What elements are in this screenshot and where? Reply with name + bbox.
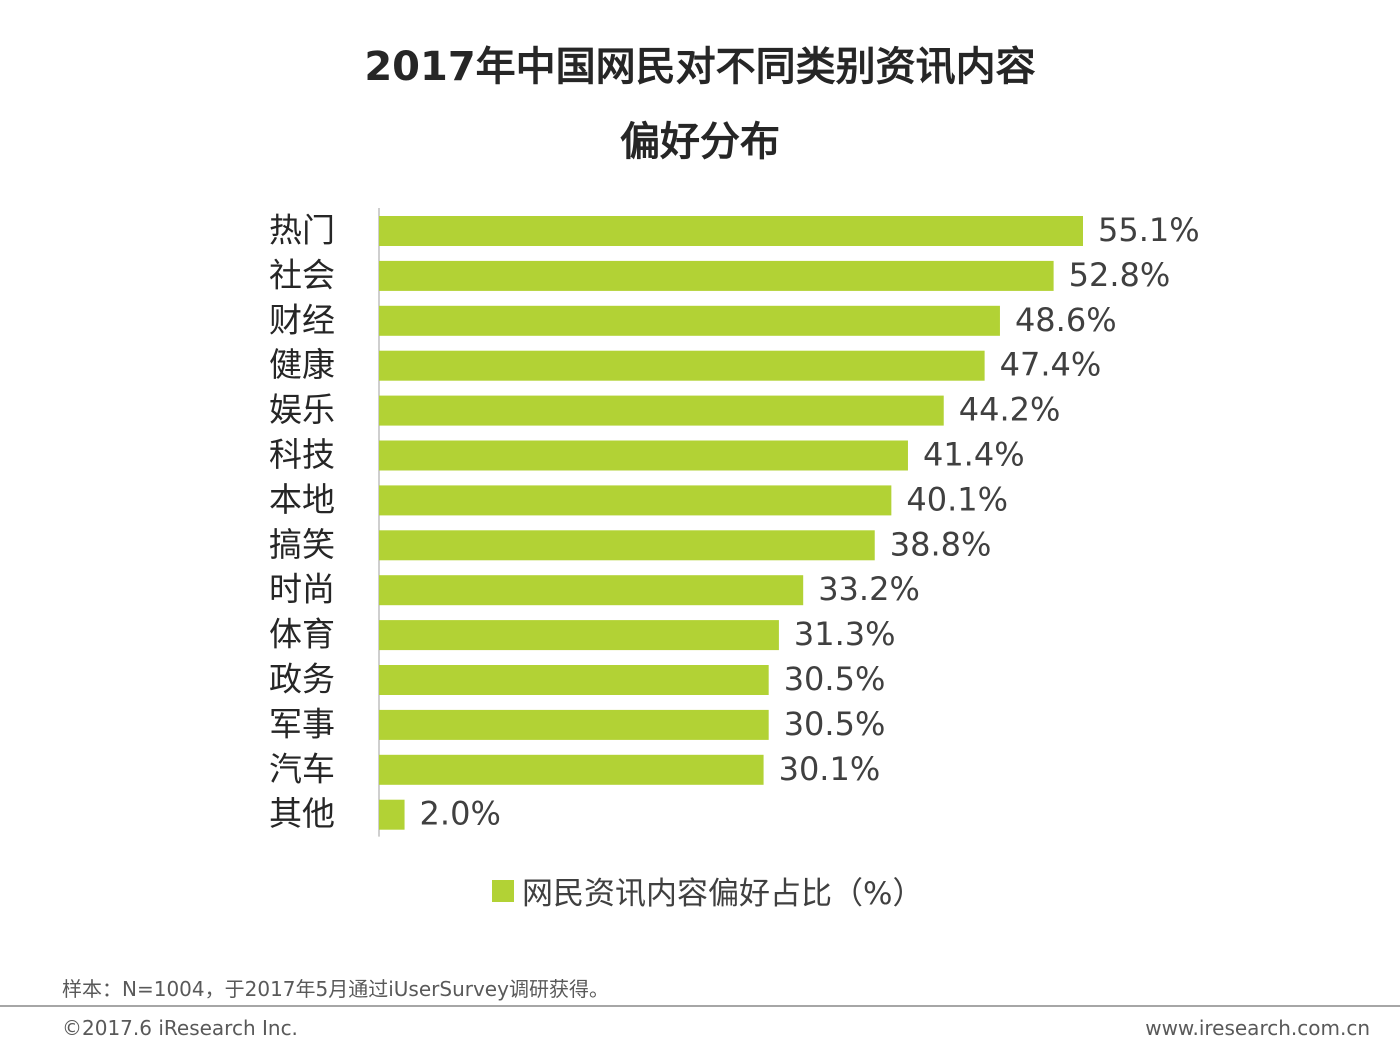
bar <box>379 709 769 740</box>
data-label: 30.5% <box>784 705 886 743</box>
data-label: 55.1% <box>1098 211 1200 249</box>
bar <box>379 575 804 606</box>
bar <box>379 216 1083 246</box>
data-label: 33.2% <box>818 570 920 608</box>
category-tick-label: 本地 <box>269 480 335 519</box>
category-tick-label: 政务 <box>269 660 335 699</box>
data-label: 30.1% <box>779 750 881 788</box>
copyright-text: ©2017.6 iResearch Inc. <box>62 1016 298 1040</box>
category-tick-label: 健康 <box>269 345 335 384</box>
bar-chart: 热门 55.1% 社会 52.8% 财经 48.6% 健康 47.4% 娱乐 44.2% 科技 41.… <box>269 208 1200 837</box>
bar <box>379 620 779 651</box>
bar <box>379 350 985 381</box>
data-label: 30.5% <box>784 660 886 698</box>
category-tick-label: 娱乐 <box>269 390 335 429</box>
data-label: 47.4% <box>1000 346 1102 384</box>
data-label: 44.2% <box>959 391 1061 429</box>
bar <box>379 395 944 426</box>
data-label: 38.8% <box>890 525 992 563</box>
category-tick-label: 时尚 <box>269 570 335 609</box>
legend-swatch-icon <box>492 879 514 902</box>
data-label: 31.3% <box>794 615 896 653</box>
legend-label: 网民资讯内容偏好占比（%） <box>522 876 924 912</box>
chart-title-line-2: 偏好分布 <box>620 119 780 165</box>
category-tick-label: 科技 <box>269 435 335 474</box>
category-tick-label: 搞笑 <box>269 525 335 564</box>
bar <box>379 754 764 785</box>
category-tick-label: 其他 <box>269 794 335 833</box>
data-label: 52.8% <box>1069 256 1171 294</box>
bar <box>379 305 1000 336</box>
bar <box>379 799 405 830</box>
sample-note: 样本：N=1004，于2017年5月通过iUserSurvey调研获得。 <box>62 977 609 1001</box>
footer-divider <box>0 1005 1400 1007</box>
website-link[interactable]: www.iresearch.com.cn <box>1145 1016 1370 1040</box>
category-tick-label: 军事 <box>269 704 335 743</box>
bar <box>379 530 875 561</box>
category-tick-label: 体育 <box>269 615 335 654</box>
bar <box>379 665 769 695</box>
bar <box>379 485 892 516</box>
chart-legend: 网民资讯内容偏好占比（%） <box>492 868 923 913</box>
bar <box>379 440 908 471</box>
data-label: 41.4% <box>923 436 1025 474</box>
category-tick-label: 汽车 <box>269 749 335 788</box>
bar <box>379 260 1054 291</box>
data-label: 2.0% <box>420 795 501 833</box>
category-tick-label: 财经 <box>269 300 335 339</box>
data-label: 40.1% <box>906 480 1008 518</box>
category-tick-label: 热门 <box>269 211 335 250</box>
category-tick-label: 社会 <box>269 255 335 294</box>
data-label: 48.6% <box>1015 301 1117 339</box>
chart-title-line-1: 2017年中国网民对不同类别资讯内容 <box>364 44 1036 90</box>
